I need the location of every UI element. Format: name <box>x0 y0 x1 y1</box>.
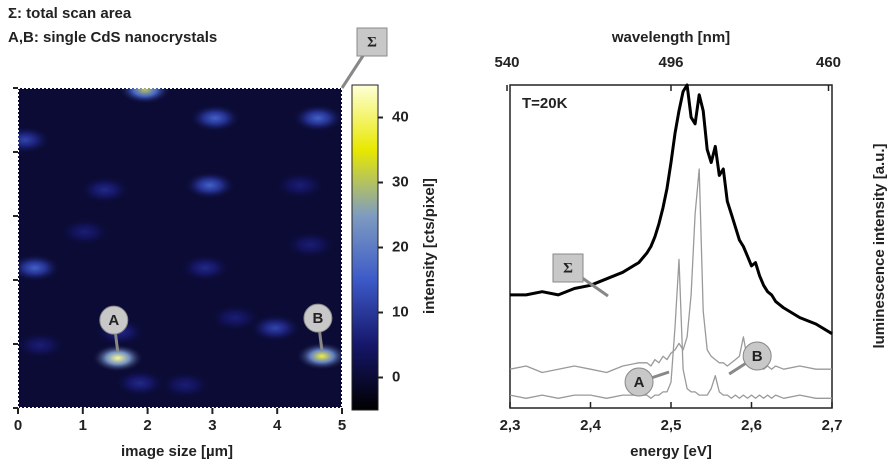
plot-frame <box>509 84 833 409</box>
x-axis-label: energy [eV] <box>630 443 712 460</box>
x-tick-label: 2,4 <box>580 417 602 434</box>
callout-circle <box>99 305 129 335</box>
spot <box>78 175 131 204</box>
x2-axis-label: wavelength [nm] <box>611 29 730 46</box>
spot <box>273 171 326 200</box>
subtitle: A,B: single CdS nanocrystals <box>8 29 217 46</box>
line-series <box>509 258 832 399</box>
spot <box>179 253 232 282</box>
x-tick-label: 4 <box>273 417 282 434</box>
x-tick-label: 5 <box>338 417 346 434</box>
annotation: T=20K <box>522 95 568 112</box>
x-tick-label: 0 <box>14 417 22 434</box>
colorbar-tick-label: 40 <box>392 108 409 125</box>
image-frame <box>17 87 343 409</box>
callout-box <box>552 253 584 283</box>
spot <box>18 125 52 154</box>
line-series <box>510 83 833 335</box>
x2-tick-label: 496 <box>658 54 683 71</box>
x-tick-label: 2,5 <box>661 417 682 434</box>
title: Σ: total scan area <box>8 5 132 22</box>
spot <box>159 370 212 399</box>
colorbar-tick-label: 10 <box>392 303 409 320</box>
spot <box>284 230 337 259</box>
callout-box <box>356 27 388 57</box>
callout-label: A <box>108 312 119 329</box>
x-tick-label: 2,3 <box>500 417 521 434</box>
image <box>18 88 342 399</box>
callout-circle <box>624 367 654 397</box>
y-axis-label: luminescence intensity [a.u.] <box>871 143 888 348</box>
callout-label: A <box>634 374 645 391</box>
x-tick-label: 3 <box>208 417 216 434</box>
spot <box>292 104 342 133</box>
callout-label: Σ <box>367 34 377 50</box>
spot <box>18 331 67 360</box>
colorbar <box>351 84 379 411</box>
spot <box>249 314 302 342</box>
callout-label: B <box>752 348 763 365</box>
colorbar-tick-label: 20 <box>392 238 409 255</box>
spot <box>58 218 111 246</box>
colorbar-tick-label: 30 <box>392 173 409 190</box>
callout-label: Σ <box>563 260 573 276</box>
spot <box>188 104 241 133</box>
callout-label: B <box>312 310 323 327</box>
spot <box>113 369 166 398</box>
callout-circle <box>303 303 333 333</box>
colorbar-label: intensity [cts/pixel] <box>421 178 438 314</box>
colorbar-tick-label: 0 <box>392 368 400 385</box>
callout-circle <box>742 341 772 371</box>
x-tick-label: 2,7 <box>822 417 843 434</box>
x2-tick-label: 460 <box>816 54 841 71</box>
x-tick-label: 2 <box>143 417 151 434</box>
spot <box>18 253 61 282</box>
x-tick-label: 1 <box>79 417 87 434</box>
spot <box>119 88 172 104</box>
spot <box>183 171 236 200</box>
x-tick-label: 2,6 <box>741 417 762 434</box>
spot <box>295 342 342 371</box>
x-axis-label: image size [µm] <box>121 443 233 460</box>
spot <box>209 303 262 332</box>
x2-tick-label: 540 <box>495 54 520 71</box>
spot <box>91 344 144 373</box>
